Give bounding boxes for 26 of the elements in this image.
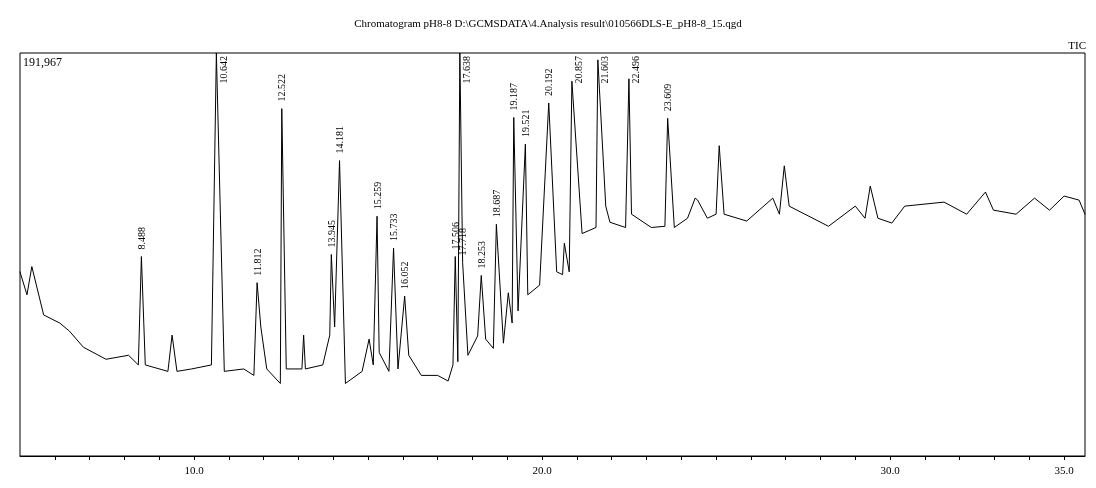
annotation: 20.857 bbox=[573, 56, 585, 84]
annotation: 12.522 bbox=[276, 74, 288, 102]
annotation: 15.259 bbox=[371, 181, 383, 210]
x-tick-label: 35.0 bbox=[1054, 463, 1075, 476]
annotation: 22.496 bbox=[630, 56, 642, 84]
annotation: 19.187 bbox=[508, 82, 520, 111]
chart-title: Chromatogram pH8-8 D:\GCMSDATA\4.Analysis result\010566DLS-E_pH8-8_15.qgd bbox=[354, 16, 743, 29]
annotation: 20.192 bbox=[543, 68, 555, 96]
annotation: 17.638 bbox=[461, 56, 473, 84]
x-tick-label: 20.0 bbox=[532, 463, 553, 476]
annotation: 11.812 bbox=[251, 248, 263, 276]
annotation: 10.642 bbox=[217, 56, 229, 84]
annotation: 23.609 bbox=[662, 83, 674, 112]
annotation: 8.488 bbox=[135, 227, 147, 250]
annotation: 15.733 bbox=[388, 213, 400, 242]
annotation: 18.687 bbox=[490, 189, 502, 218]
x-tick-label: 10.0 bbox=[184, 463, 205, 476]
x-tick-label: 30.0 bbox=[880, 463, 901, 476]
annotation: 13.945 bbox=[325, 220, 337, 248]
annotation: 18.253 bbox=[475, 240, 487, 269]
text: TIC bbox=[1068, 38, 1087, 51]
annotation: 21.603 bbox=[599, 56, 611, 84]
annotation: 191,967 bbox=[23, 55, 62, 69]
annotation: 14.181 bbox=[334, 126, 346, 154]
annotation: 16.052 bbox=[399, 261, 411, 290]
annotation: 19.521 bbox=[519, 109, 531, 138]
